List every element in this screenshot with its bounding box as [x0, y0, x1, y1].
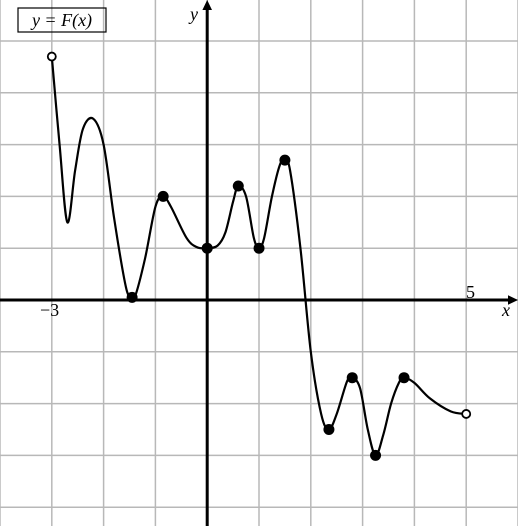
svg-text:−3: −3: [40, 300, 59, 320]
chart-svg: y = F(x) y x −3 5: [0, 0, 518, 526]
svg-text:y: y: [188, 4, 198, 24]
function-chart: y = F(x) y x −3 5: [0, 0, 518, 526]
svg-text:5: 5: [466, 282, 475, 302]
svg-text:x: x: [501, 300, 510, 320]
svg-text:y = F(x): y = F(x): [30, 10, 92, 31]
